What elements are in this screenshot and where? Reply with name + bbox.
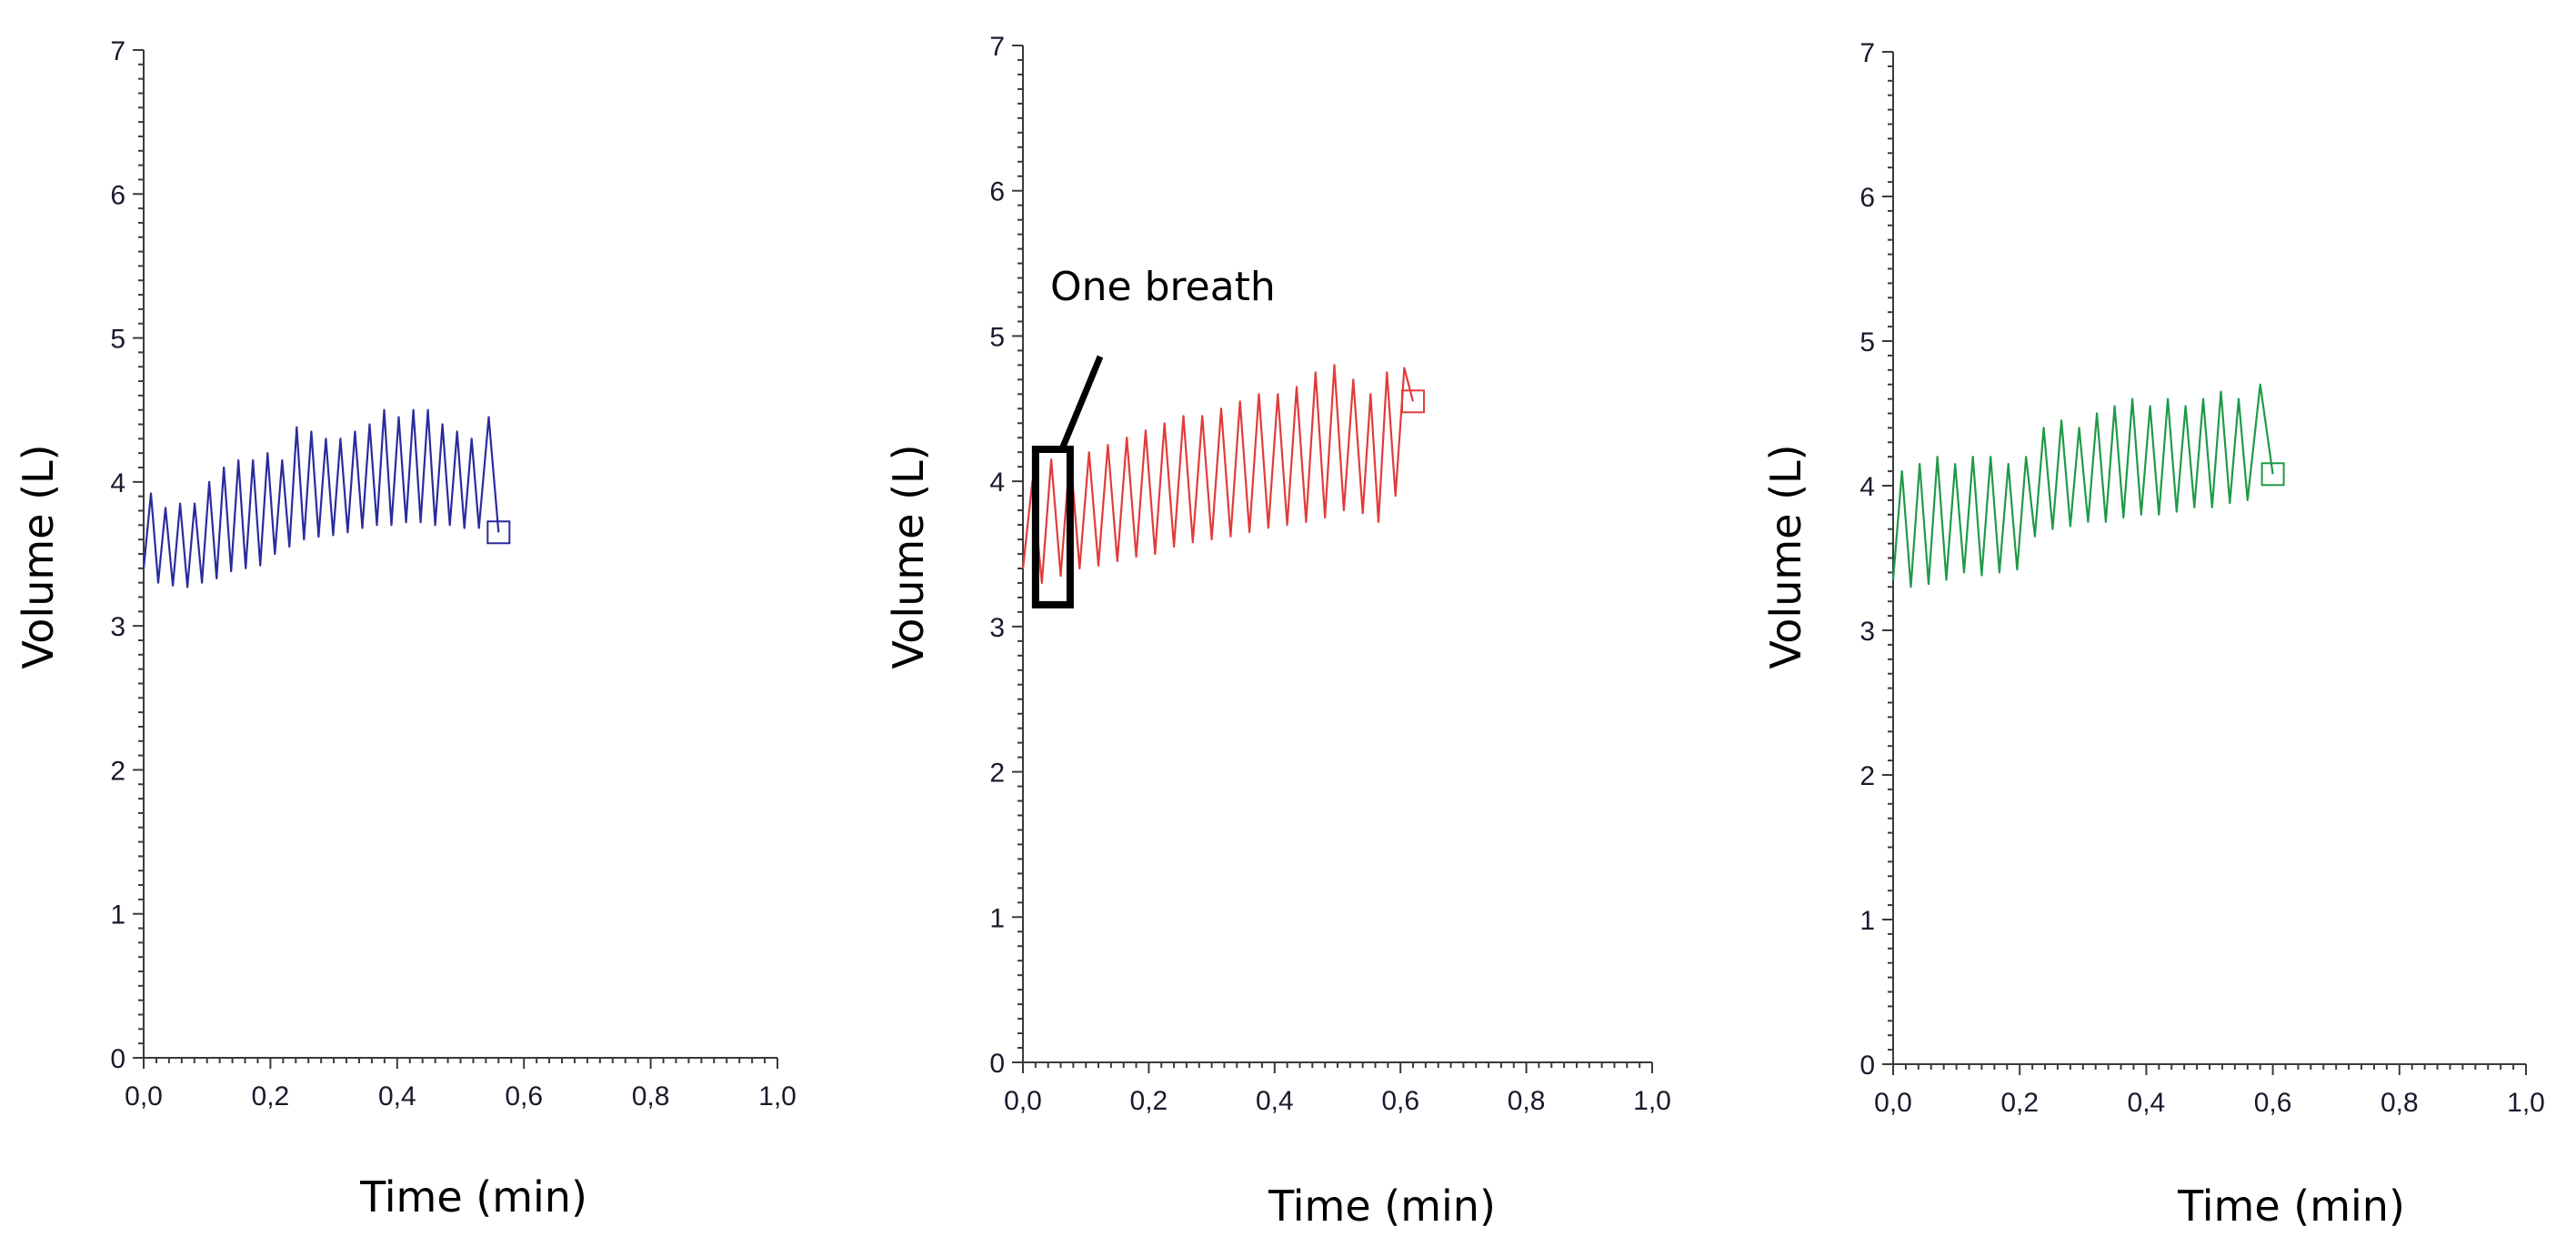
y-tick-label: 0: [110, 1044, 125, 1074]
y-tick-label: 7: [1859, 38, 1875, 68]
y-tick-label: 6: [1859, 183, 1875, 213]
y-tick-label: 0: [1859, 1051, 1875, 1081]
y-tick-label: 6: [989, 177, 1005, 207]
x-tick-label: 0,8: [632, 1081, 670, 1111]
x-tick-label: 1,0: [1633, 1086, 1671, 1116]
x-tick-label: 0,2: [2000, 1088, 2039, 1118]
y-tick-label: 6: [110, 180, 125, 210]
y-axis-title: Volume (L): [884, 444, 933, 669]
chart-panel-red: Volume (L) Time (min) One breath 0 1 2 3 4 5 6…: [884, 32, 1671, 1231]
one-breath-annotation-label: One breath: [1050, 264, 1276, 310]
volume-series-line: [1021, 364, 1415, 584]
x-tick-label: 0,6: [2254, 1088, 2292, 1118]
y-tick-label: 7: [110, 36, 125, 66]
x-tick-label: 0,0: [1004, 1086, 1042, 1116]
x-tick-label: 0,6: [505, 1081, 543, 1111]
x-tick-label: 0,2: [252, 1081, 290, 1111]
x-tick-label: 1,0: [758, 1081, 797, 1111]
y-tick-label: 1: [989, 903, 1005, 933]
y-tick-label: 4: [110, 468, 125, 498]
x-axis-title: Time (min): [2177, 1182, 2405, 1231]
x-tick-label: 0,4: [2128, 1088, 2166, 1118]
chart-panel-blue: Volume (L) Time (min) 0 1 2 3 4 5 6 7 0,0 0,2 0,4 0…: [14, 36, 797, 1222]
series-end-marker: [486, 520, 511, 545]
y-tick-label: 7: [989, 32, 1005, 62]
x-tick-label: 1,0: [2507, 1088, 2545, 1118]
series-end-marker: [2260, 462, 2285, 487]
y-tick-label: 3: [110, 612, 125, 642]
y-tick-label: 4: [989, 468, 1005, 498]
y-tick-label: 1: [110, 900, 125, 930]
y-axis-title: Volume (L): [1761, 444, 1810, 669]
x-tick-label: 0,2: [1130, 1086, 1168, 1116]
volume-series-line: [1891, 383, 2274, 588]
x-tick-label: 0,8: [2381, 1088, 2419, 1118]
x-tick-label: 0,4: [1256, 1086, 1294, 1116]
one-breath-highlight-box: [1031, 446, 1074, 608]
x-tick-label: 0,6: [1381, 1086, 1419, 1116]
y-tick-label: 2: [1859, 761, 1875, 791]
x-tick-label: 0,4: [378, 1081, 416, 1111]
y-tick-label: 4: [1859, 472, 1875, 502]
y-tick-label: 2: [110, 756, 125, 786]
annotation-pointer-line: [1058, 355, 1104, 451]
x-tick-label: 0,0: [1874, 1088, 1912, 1118]
y-tick-label: 2: [989, 759, 1005, 789]
x-axis-title: Time (min): [359, 1172, 587, 1222]
chart-panel-green: Volume (L) Time (min) 0 1 2 3 4 5 6 7 0,0 0,2 0,4 0…: [1761, 38, 2545, 1231]
y-tick-label: 3: [989, 613, 1005, 643]
x-tick-label: 0,0: [125, 1081, 163, 1111]
y-tick-label: 5: [110, 325, 125, 355]
y-tick-label: 3: [1859, 617, 1875, 647]
volume-series-line: [142, 408, 500, 588]
y-tick-label: 5: [1859, 327, 1875, 357]
series-end-marker: [1401, 389, 1426, 414]
x-tick-label: 0,8: [1508, 1086, 1546, 1116]
y-axis-title: Volume (L): [14, 444, 63, 669]
y-tick-label: 1: [1859, 906, 1875, 936]
y-tick-label: 0: [989, 1049, 1005, 1079]
y-tick-label: 5: [989, 322, 1005, 352]
x-axis-title: Time (min): [1268, 1182, 1496, 1231]
